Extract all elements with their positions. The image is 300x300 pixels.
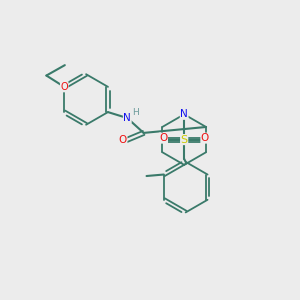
- Text: O: O: [159, 133, 167, 143]
- Text: N: N: [123, 113, 131, 123]
- Text: N: N: [180, 109, 188, 119]
- Text: H: H: [132, 108, 139, 117]
- Text: S: S: [181, 135, 188, 145]
- Text: O: O: [60, 82, 68, 92]
- Text: O: O: [201, 133, 209, 143]
- Text: O: O: [119, 135, 127, 145]
